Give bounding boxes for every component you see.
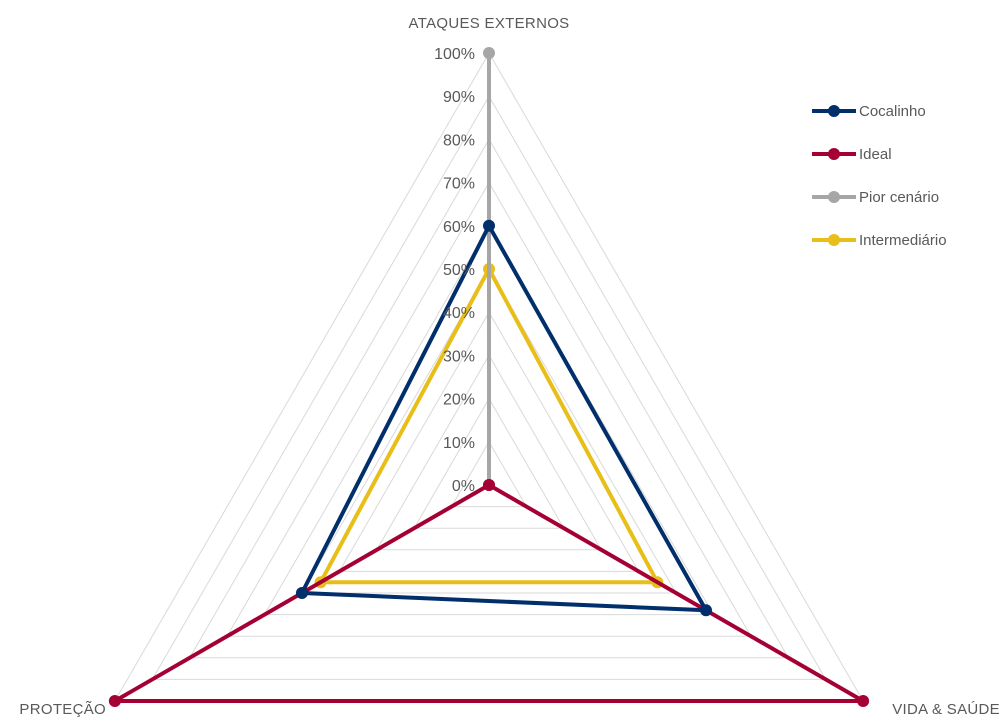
grid-ring [226,181,752,637]
axis-labels: ATAQUES EXTERNOS VIDA & SAÚDE PROTEÇÃO [19,15,1000,718]
axis-label-vida-saude: VIDA & SAÚDE [892,701,1000,718]
data-point-ideal [483,479,495,491]
tick-label: 40% [443,305,475,322]
grid-ring [413,397,565,529]
axis-label-protecao: PROTEÇÃO [19,701,106,718]
tick-labels: 0% 10% 20% 30% 40% 50% 60% 70% 80% 90% 100% [434,46,475,495]
grid-ring [338,311,640,572]
grid-ring [151,95,827,680]
series-line-intermediario [318,267,660,585]
legend-item: Ideal [812,146,892,163]
grid-ring [263,224,715,616]
tick-label: 10% [443,435,475,452]
legend-item: Pior cenário [812,189,939,206]
grid-ring [188,138,790,659]
series-layer [108,47,870,707]
legend-label: Cocalinho [859,103,926,120]
data-point-cocalinho [483,219,495,232]
legend-swatch-marker [828,234,840,246]
data-point-cocalinho [295,587,308,599]
series-line-cocalinho [299,223,708,613]
tick-label: 90% [443,89,475,106]
grid-ring [301,267,677,594]
legend-label: Intermediário [859,232,947,249]
axis-label-ataques-externos: ATAQUES EXTERNOS [409,15,570,32]
tick-label: 80% [443,132,475,149]
tick-label: 20% [443,392,475,409]
legend-label: Pior cenário [859,189,939,206]
tick-label: 50% [443,262,475,279]
tick-label: 70% [443,176,475,193]
tick-label: 0% [452,478,475,495]
tick-label: 100% [434,46,475,63]
legend-item: Cocalinho [812,103,926,120]
legend-label: Ideal [859,146,892,163]
legend-item: Intermediário [812,232,947,249]
data-point-pior-cenario [483,47,495,59]
data-point-cocalinho [699,604,712,617]
tick-label: 60% [443,219,475,236]
legend-swatch-marker [828,148,840,160]
grid-ring [450,440,528,508]
grid-ring [375,354,603,551]
legend-swatch-marker [828,191,840,203]
legend: Cocalinho Ideal Pior cenário Intermediário [812,103,947,249]
data-point-ideal [857,695,870,707]
legend-swatch-marker [828,105,840,117]
data-point-ideal [108,695,121,707]
tick-label: 30% [443,348,475,365]
series-cocalinho [295,219,712,617]
